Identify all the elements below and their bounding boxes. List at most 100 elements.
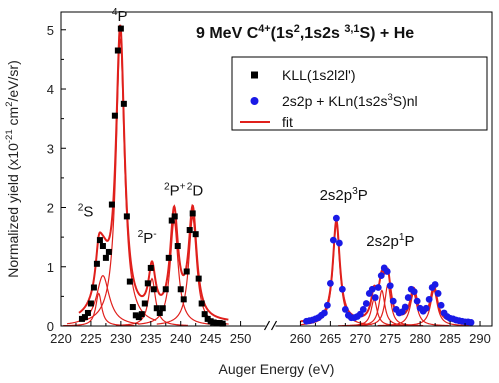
y-tick-label: 5: [47, 23, 54, 38]
kln-point: [341, 306, 349, 313]
axis-break-gap: [265, 323, 276, 329]
kll-point: [120, 100, 127, 107]
y-axis-title: Normalized yield (x10-21 cm2/eV/sr): [4, 60, 21, 277]
kln-point: [434, 290, 442, 297]
kll-point: [156, 309, 163, 316]
y-tick-label: 3: [47, 141, 54, 156]
fit-sum-0: [78, 24, 229, 321]
kll-point: [111, 112, 118, 119]
y-axis-title-group: Normalized yield (x10-21 cm2/eV/sr): [4, 60, 21, 277]
peak-label-2S: 2S: [78, 202, 94, 220]
legend-label-2: fit: [282, 114, 293, 130]
legend-box: [231, 56, 488, 131]
kll-point: [126, 278, 133, 285]
x-tick-label: 290: [469, 331, 491, 346]
kll-point: [141, 300, 148, 307]
kll-point: [171, 213, 178, 220]
kll-point: [84, 309, 91, 316]
x-tick-label: 220: [50, 331, 72, 346]
kll-point: [198, 300, 205, 307]
kln-point: [329, 236, 337, 244]
x-tick-label: 285: [439, 331, 461, 346]
x-tick-label: 245: [200, 331, 222, 346]
peak-label-2Pm: 2P-: [138, 229, 157, 247]
kln-point: [422, 304, 430, 312]
kln-point: [323, 301, 331, 309]
kln-point: [404, 294, 412, 301]
kll-point: [114, 47, 121, 54]
legend-label-1: 2s2p + KLn(1s2s3S)nl: [282, 92, 418, 109]
kll-point: [150, 286, 157, 293]
kll-point: [162, 286, 169, 293]
kln-point: [383, 268, 391, 275]
x-tick-label: 260: [290, 331, 312, 346]
kln-point: [389, 297, 397, 305]
kln-point: [320, 309, 328, 317]
kln-point: [326, 279, 334, 287]
kll-point: [180, 296, 187, 303]
kll-point: [108, 201, 115, 208]
peak-annotations: 4P 2S 2P- 2P+ 2D 2s2p3P 2s2p1P: [78, 7, 415, 250]
kll-point: [201, 311, 208, 318]
kll-point: [189, 210, 196, 217]
kln-point: [377, 272, 385, 280]
legend-marker-square: [251, 71, 258, 79]
legend: KLL(1s2l2l') 2s2p + KLn(1s2s3S)nl fit: [231, 56, 488, 131]
kln-point: [368, 285, 376, 293]
kln-point: [386, 282, 394, 290]
kll-point: [81, 314, 88, 321]
kln-point: [362, 300, 370, 307]
kll-point: [129, 304, 136, 311]
kll-point: [168, 217, 175, 224]
x-tick-label: 225: [80, 331, 102, 346]
x-axis-title: Auger Energy (eV): [219, 361, 335, 377]
kll-point: [147, 264, 154, 271]
axis-break-mark: [263, 320, 271, 331]
kll-point: [159, 305, 166, 312]
kln-point: [467, 319, 475, 326]
kll-point: [174, 243, 181, 250]
x-tick-label: 250: [230, 331, 252, 346]
peak-label-1P: 2s2p1P: [366, 232, 414, 250]
fit-component-1: [62, 292, 135, 327]
y-tick-label: 4: [47, 82, 54, 97]
fit-component-3: [116, 277, 188, 326]
plot-frame: [60, 11, 493, 327]
kln-point: [425, 295, 433, 303]
chart-title: 9 MeV C4+(1s2,1s2s 3,1S) + He: [196, 23, 414, 42]
kln-point: [374, 284, 382, 291]
kln-point: [335, 239, 343, 247]
kll-point: [153, 305, 160, 312]
kll-point: [102, 254, 109, 261]
kll-point: [90, 284, 97, 291]
legend-label-0: KLL(1s2l2l'): [282, 67, 356, 83]
y-tick-label: 1: [47, 260, 54, 275]
kll-point: [105, 248, 112, 255]
kln-point: [437, 301, 445, 309]
x-tick-label: 275: [379, 331, 401, 346]
x-tick-label: 270: [349, 331, 371, 346]
x-tick-label: 280: [409, 331, 431, 346]
axis-break-mark: [270, 320, 278, 331]
fit-component-11: [398, 289, 470, 327]
peak-label-2D: 2D: [187, 182, 204, 200]
legend-marker-circle: [250, 97, 259, 105]
kll-point: [144, 280, 151, 287]
fit-component-2: [84, 38, 157, 321]
kln-point: [371, 294, 379, 301]
kll-point: [87, 300, 94, 307]
peak-label-4P: 4P: [112, 7, 128, 25]
kln-point: [413, 297, 421, 305]
kll-point: [219, 320, 226, 327]
y-tick-label: 2: [47, 201, 54, 216]
y-tick-label: 0: [47, 319, 54, 334]
chart-title-text: 9 MeV C4+(1s2,1s2s 3,1S) + He: [196, 23, 414, 42]
kln-point: [401, 303, 409, 311]
kll-point: [96, 237, 103, 244]
data-points: [78, 25, 475, 327]
kll-point: [123, 213, 130, 220]
kll-point: [93, 260, 100, 267]
x-tick-label: 240: [170, 331, 192, 346]
kln-point: [338, 285, 346, 293]
